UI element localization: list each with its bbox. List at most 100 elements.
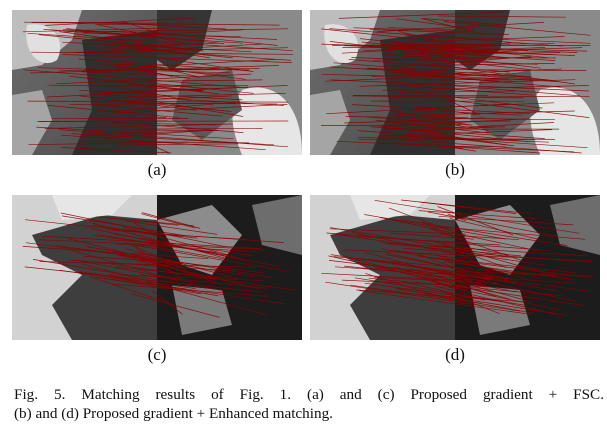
match-line — [351, 57, 538, 65]
match-line — [365, 273, 466, 305]
match-line — [69, 75, 219, 95]
match-line — [369, 29, 510, 35]
match-line — [39, 239, 267, 250]
match-lines-d — [321, 199, 594, 316]
match-line — [430, 246, 589, 257]
match-line — [321, 28, 484, 47]
match-line — [59, 129, 289, 148]
match-line — [101, 277, 202, 295]
match-line — [129, 84, 204, 91]
match-line — [328, 255, 466, 287]
match-line — [135, 255, 222, 285]
match-line — [408, 126, 506, 128]
match-line — [63, 28, 289, 33]
match-line — [392, 266, 511, 300]
match-line — [97, 216, 194, 227]
match-line — [97, 95, 232, 103]
match-line — [405, 34, 591, 44]
match-line — [352, 95, 524, 99]
match-line — [412, 47, 583, 54]
match-line — [120, 255, 261, 290]
match-line — [441, 80, 482, 84]
match-line — [45, 17, 195, 26]
match-line — [60, 212, 226, 248]
match-line — [110, 44, 233, 59]
caption-line-1: Fig. 5. Matching results of Fig. 1. (a) … — [14, 386, 604, 403]
match-line — [31, 22, 280, 26]
match-line — [132, 84, 249, 87]
match-line — [140, 274, 268, 289]
match-line — [406, 126, 495, 132]
match-line — [418, 210, 535, 219]
match-line — [116, 63, 183, 70]
match-line — [92, 234, 217, 253]
match-line — [389, 232, 474, 240]
match-line — [66, 248, 179, 282]
match-line — [135, 259, 175, 273]
match-line — [444, 261, 573, 280]
match-line — [405, 109, 523, 116]
match-line — [36, 126, 234, 140]
match-line — [22, 246, 209, 260]
match-line — [378, 129, 553, 137]
match-line — [437, 206, 514, 236]
panel-a-image — [12, 10, 302, 155]
match-line — [321, 73, 556, 81]
match-line — [47, 105, 180, 119]
match-line — [27, 32, 293, 52]
match-line — [320, 124, 461, 126]
match-line — [103, 47, 291, 61]
match-line — [147, 282, 268, 316]
match-line — [447, 213, 467, 222]
match-line — [334, 233, 546, 266]
match-line — [418, 255, 577, 274]
panel-c-label: (c) — [147, 345, 167, 364]
panel-c-image — [12, 195, 302, 340]
match-line — [438, 215, 574, 226]
match-line — [82, 255, 184, 264]
match-line — [399, 139, 582, 154]
match-line — [111, 283, 270, 297]
match-line — [59, 31, 183, 50]
match-line — [62, 41, 252, 53]
match-line — [342, 279, 491, 288]
panel-d-image — [310, 195, 600, 340]
match-line — [374, 276, 499, 284]
match-line — [410, 268, 531, 302]
match-line — [321, 272, 471, 282]
match-line — [407, 73, 561, 88]
match-line — [77, 260, 200, 284]
caption-line-2: (b) and (d) Proposed gradient + Enhanced… — [14, 405, 333, 422]
match-line — [28, 141, 189, 146]
match-line — [140, 213, 195, 229]
match-line — [96, 63, 191, 80]
match-line — [400, 90, 516, 93]
match-line — [386, 243, 521, 257]
match-line — [353, 27, 470, 32]
match-line — [436, 226, 586, 240]
match-line — [394, 89, 543, 109]
match-line — [414, 49, 556, 56]
match-line — [394, 113, 469, 119]
match-line — [83, 32, 241, 38]
match-line — [56, 73, 252, 85]
match-line — [37, 67, 230, 74]
match-line — [411, 56, 556, 59]
panel-b-label: (b) — [445, 160, 465, 179]
match-line — [436, 271, 592, 292]
match-line — [359, 79, 576, 87]
match-line — [61, 147, 172, 154]
match-line — [371, 44, 588, 52]
match-line — [407, 135, 588, 149]
match-line — [359, 290, 531, 315]
match-lines-c — [22, 212, 295, 318]
match-line — [428, 211, 556, 237]
match-line — [148, 82, 254, 94]
match-line — [435, 282, 584, 306]
match-line — [39, 261, 256, 268]
match-line — [428, 83, 581, 97]
match-line — [441, 258, 591, 278]
match-line — [449, 218, 540, 240]
match-line — [447, 259, 471, 283]
match-line — [356, 235, 501, 246]
